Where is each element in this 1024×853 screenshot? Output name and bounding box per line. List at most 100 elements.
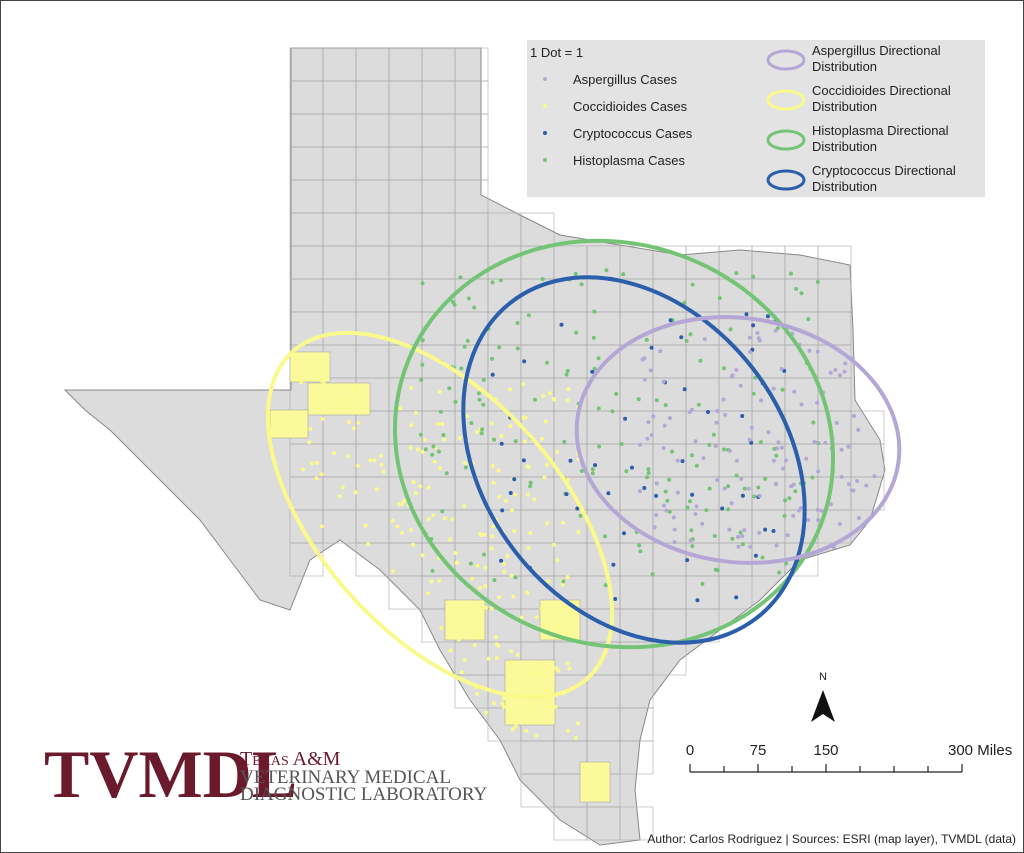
case-dot (561, 579, 566, 584)
case-dot (752, 494, 757, 499)
case-dot (721, 397, 726, 402)
case-dot (430, 568, 435, 573)
case-dot (621, 272, 626, 277)
case-dot (442, 516, 447, 521)
case-dot (491, 480, 496, 485)
case-dot (491, 524, 496, 529)
case-dot (782, 513, 787, 518)
case-dot (548, 391, 552, 396)
case-dot (814, 440, 819, 445)
case-dot (576, 530, 581, 535)
case-dot (624, 469, 629, 474)
case-dot (679, 335, 684, 340)
case-dot (539, 606, 544, 611)
case-dot (694, 504, 699, 509)
case-dot (735, 458, 739, 463)
case-dot (455, 560, 460, 565)
case-dot (525, 492, 530, 497)
case-dot (693, 439, 698, 444)
case-dot (559, 322, 564, 327)
case-dot (592, 309, 597, 314)
case-dot (766, 430, 771, 435)
case-dot (734, 271, 739, 276)
case-dot (341, 397, 346, 402)
case-dot (648, 368, 653, 373)
case-dot (740, 542, 745, 547)
north-label: N (819, 671, 827, 683)
case-dot (430, 452, 435, 457)
north-arrow-shape (811, 690, 835, 722)
case-dot (540, 670, 545, 675)
case-dot (436, 421, 441, 426)
case-dot (590, 467, 595, 472)
case-dot (514, 718, 518, 723)
case-dot (420, 338, 425, 343)
case-dot (411, 542, 415, 547)
case-dot (379, 462, 384, 467)
case-dot (715, 478, 720, 483)
case-dot (522, 359, 527, 364)
case-dot (436, 449, 441, 454)
case-dot (685, 505, 690, 510)
case-dot (502, 696, 507, 701)
legend-label: Aspergillus Directional Distribution (812, 43, 941, 74)
case-dot (395, 524, 400, 529)
case-dot (447, 386, 452, 391)
case-dot (777, 570, 782, 575)
case-dot (760, 555, 765, 560)
case-dot (613, 597, 618, 601)
case-dot (816, 469, 821, 474)
case-dot (690, 282, 695, 287)
case-dot (520, 676, 525, 681)
case-dot (765, 314, 770, 319)
case-dot (747, 437, 752, 442)
legend-ellipse (766, 169, 806, 191)
case-dot (462, 657, 467, 662)
case-dot (494, 642, 499, 647)
case-dot (341, 406, 345, 410)
case-dot (556, 625, 561, 630)
case-dot (753, 553, 758, 558)
case-dot (522, 439, 527, 444)
case-dot (562, 439, 567, 444)
legend-title: 1 Dot = 1 (530, 45, 583, 60)
scale-label: 300 Miles (948, 742, 1012, 759)
case-dot (700, 521, 705, 526)
case-dot (437, 466, 442, 471)
case-dot (744, 312, 749, 317)
case-dot (469, 421, 474, 426)
case-dot (481, 402, 486, 407)
case-dot (501, 561, 506, 566)
case-dot (649, 433, 654, 437)
case-dot (347, 420, 351, 425)
case-dot (579, 282, 584, 287)
case-dot (839, 447, 844, 452)
case-dot (316, 406, 321, 411)
case-dot (636, 397, 641, 402)
case-dot (379, 453, 383, 458)
case-dot (763, 527, 768, 532)
case-dot (606, 491, 611, 496)
case-dot (658, 349, 663, 354)
case-dot (682, 387, 687, 392)
case-dot (564, 492, 569, 497)
case-dot (672, 527, 677, 532)
case-dot (575, 506, 580, 511)
case-dot (748, 544, 753, 549)
case-dot (397, 502, 402, 507)
case-dot (313, 394, 318, 398)
case-dot (545, 521, 549, 526)
case-dot (497, 345, 502, 350)
case-dot (828, 370, 833, 375)
legend-dot (543, 131, 547, 135)
case-dot (774, 543, 779, 548)
case-dot (511, 594, 516, 599)
legend-dot (543, 158, 547, 162)
case-dot (722, 486, 727, 491)
case-dot (723, 412, 728, 417)
case-dot (604, 268, 609, 273)
case-dot (440, 422, 445, 426)
case-dot (513, 724, 518, 729)
case-dot (492, 701, 496, 706)
case-dot (682, 300, 687, 305)
